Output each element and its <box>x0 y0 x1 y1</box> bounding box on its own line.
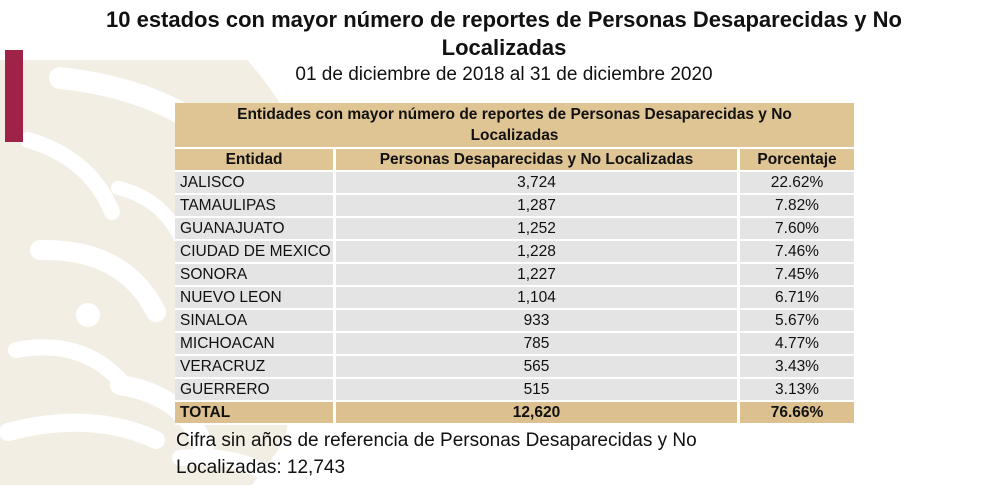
cell-entidad: SINALOA <box>175 310 336 333</box>
table-caption-row: Entidades con mayor número de reportes d… <box>175 103 854 149</box>
cell-porcentaje: 7.82% <box>740 195 854 218</box>
cell-entidad: SONORA <box>175 264 336 287</box>
footnote-line2: Localizadas: 12,743 <box>176 457 346 478</box>
cell-reportes: 1,227 <box>336 264 740 287</box>
page-title-line1: 10 estados con mayor número de reportes … <box>106 7 902 32</box>
total-reportes: 12,620 <box>336 402 740 425</box>
total-porcentaje: 76.66% <box>740 402 854 425</box>
page-subtitle: 01 de diciembre de 2018 al 31 de diciemb… <box>295 64 713 85</box>
cell-entidad: JALISCO <box>175 172 336 195</box>
table-caption: Entidades con mayor número de reportes d… <box>175 103 854 149</box>
page-title: 10 estados con mayor número de reportes … <box>0 6 1008 62</box>
cell-entidad: NUEVO LEON <box>175 287 336 310</box>
cell-reportes: 565 <box>336 356 740 379</box>
cell-entidad: CIUDAD DE MEXICO <box>175 241 336 264</box>
cell-reportes: 1,252 <box>336 218 740 241</box>
cell-porcentaje: 5.67% <box>740 310 854 333</box>
cell-reportes: 3,724 <box>336 172 740 195</box>
cell-reportes: 933 <box>336 310 740 333</box>
total-label: TOTAL <box>175 402 336 425</box>
cell-reportes: 515 <box>336 379 740 402</box>
total-row: TOTAL 12,620 76.66% <box>175 402 854 425</box>
column-header-row: Entidad Personas Desaparecidas y No Loca… <box>175 149 854 172</box>
table-caption-line1: Entidades con mayor número de reportes d… <box>237 106 792 123</box>
table-caption-line2: Localizadas <box>470 127 559 144</box>
cell-reportes: 1,104 <box>336 287 740 310</box>
cell-entidad: VERACRUZ <box>175 356 336 379</box>
footnote: Cifra sin años de referencia de Personas… <box>176 427 697 481</box>
cell-entidad: MICHOACAN <box>175 333 336 356</box>
cell-entidad: GUERRERO <box>175 379 336 402</box>
table-row: TAMAULIPAS 1,287 7.82% <box>175 195 854 218</box>
cell-entidad: TAMAULIPAS <box>175 195 336 218</box>
table-row: CIUDAD DE MEXICO 1,228 7.46% <box>175 241 854 264</box>
cell-porcentaje: 3.43% <box>740 356 854 379</box>
col-header-porcentaje: Porcentaje <box>740 149 854 172</box>
table-row: JALISCO 3,724 22.62% <box>175 172 854 195</box>
guinda-accent-bar <box>5 50 23 142</box>
cell-reportes: 1,287 <box>336 195 740 218</box>
cell-porcentaje: 7.60% <box>740 218 854 241</box>
table-row: NUEVO LEON 1,104 6.71% <box>175 287 854 310</box>
cell-porcentaje: 7.46% <box>740 241 854 264</box>
cell-entidad: GUANAJUATO <box>175 218 336 241</box>
table-row: SONORA 1,227 7.45% <box>175 264 854 287</box>
table-row: MICHOACAN 785 4.77% <box>175 333 854 356</box>
cell-porcentaje: 3.13% <box>740 379 854 402</box>
report-table: Entidades con mayor número de reportes d… <box>175 103 854 425</box>
footnote-line1: Cifra sin años de referencia de Personas… <box>176 430 697 451</box>
cell-reportes: 1,228 <box>336 241 740 264</box>
cell-porcentaje: 7.45% <box>740 264 854 287</box>
table-row: VERACRUZ 565 3.43% <box>175 356 854 379</box>
table-row: GUERRERO 515 3.13% <box>175 379 854 402</box>
cell-porcentaje: 4.77% <box>740 333 854 356</box>
col-header-entidad: Entidad <box>175 149 336 172</box>
cell-reportes: 785 <box>336 333 740 356</box>
cell-porcentaje: 6.71% <box>740 287 854 310</box>
table-row: GUANAJUATO 1,252 7.60% <box>175 218 854 241</box>
page-title-line2: Localizadas <box>441 35 567 60</box>
col-header-reportes: Personas Desaparecidas y No Localizadas <box>336 149 740 172</box>
cell-porcentaje: 22.62% <box>740 172 854 195</box>
table-row: SINALOA 933 5.67% <box>175 310 854 333</box>
